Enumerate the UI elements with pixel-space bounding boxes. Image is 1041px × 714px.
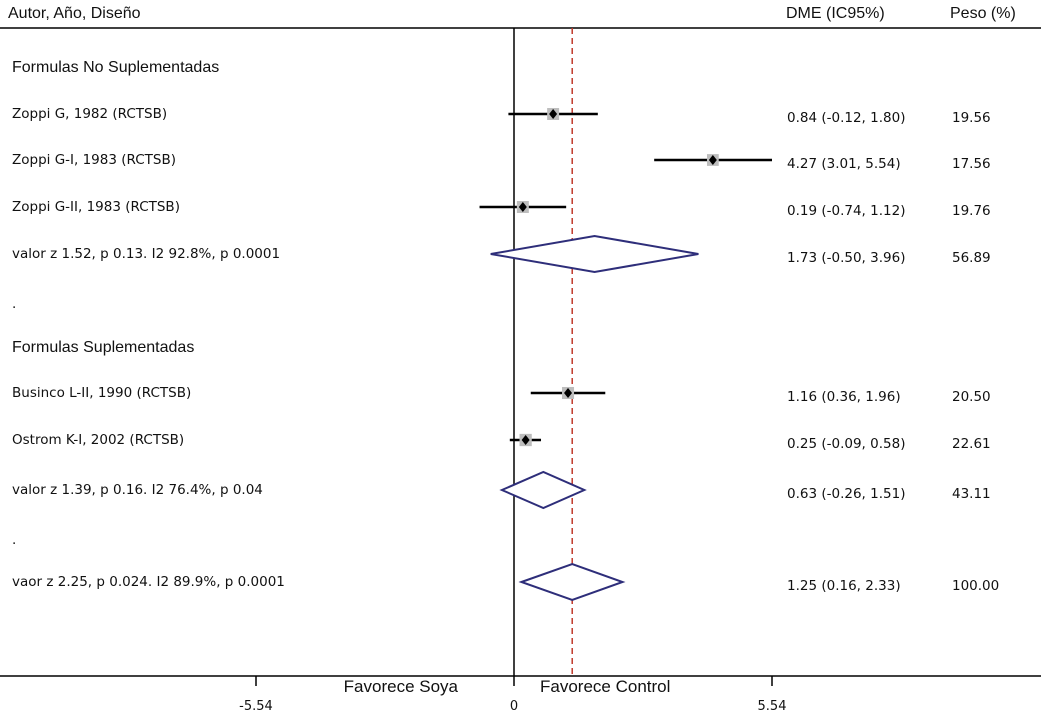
- study-label: Zoppi G-I, 1983 (RCTSB): [12, 152, 176, 168]
- study-label: Zoppi G, 1982 (RCTSB): [12, 106, 167, 122]
- spacer-dot: .: [12, 296, 16, 312]
- weight-text: 17.56: [952, 156, 991, 172]
- weight-text: 56.89: [952, 250, 991, 266]
- study-label: Zoppi G-II, 1983 (RCTSB): [12, 199, 180, 215]
- summary-label: valor z 1.39, p 0.16. I2 76.4%, p 0.04: [12, 482, 263, 498]
- row-study: Businco L-II, 1990 (RCTSB) 1.16 (0.36, 1.…: [12, 385, 991, 405]
- point-estimate: [564, 388, 573, 398]
- row-study: Zoppi G, 1982 (RCTSB) 0.84 (-0.12, 1.80) 1…: [12, 106, 991, 126]
- effect-ci-text: 0.19 (-0.74, 1.12): [787, 203, 905, 219]
- row-group: Formulas No Suplementadas: [12, 59, 219, 76]
- effect-ci-text: 1.73 (-0.50, 3.96): [787, 250, 905, 266]
- weight-text: 22.61: [952, 436, 991, 452]
- effect-ci-text: 1.16 (0.36, 1.96): [787, 389, 901, 405]
- weight-text: 19.76: [952, 203, 991, 219]
- header-weight: Peso (%): [950, 5, 1016, 22]
- row-study: Ostrom K-I, 2002 (RCTSB) 0.25 (-0.09, 0.5…: [12, 432, 991, 452]
- group-label: Formulas No Suplementadas: [12, 59, 219, 76]
- effect-ci-text: 0.25 (-0.09, 0.58): [787, 436, 905, 452]
- favors-left-label: Favorece Soya: [344, 677, 459, 696]
- point-estimate: [521, 435, 530, 445]
- summary-label: vaor z 2.25, p 0.024. I2 89.9%, p 0.0001: [12, 574, 285, 590]
- tick-label: 0: [510, 699, 518, 714]
- point-estimate: [708, 155, 717, 165]
- group-label: Formulas Suplementadas: [12, 339, 194, 356]
- weight-text: 19.56: [952, 110, 991, 126]
- row-subtotal: valor z 1.52, p 0.13. I2 92.8%, p 0.0001…: [12, 234, 991, 274]
- effect-ci-text: 0.63 (-0.26, 1.51): [787, 486, 905, 502]
- effect-ci-text: 1.25 (0.16, 2.33): [787, 578, 901, 594]
- tick-label: 5.54: [758, 699, 787, 714]
- favors-right-label: Favorece Control: [540, 677, 670, 696]
- row-spacer: .: [12, 532, 16, 548]
- row-overall: vaor z 2.25, p 0.024. I2 89.9%, p 0.0001…: [12, 562, 999, 602]
- weight-text: 20.50: [952, 389, 991, 405]
- x-axis: -5.54 0 5.54 Favorece Soya Favorece Control: [0, 675, 1041, 714]
- weight-text: 43.11: [952, 486, 991, 502]
- subtotal-diamond: [490, 234, 699, 274]
- header-study: Autor, Año, Diseño: [8, 5, 141, 22]
- row-subtotal: valor z 1.39, p 0.16. I2 76.4%, p 0.04 0.…: [12, 470, 991, 510]
- effect-ci-text: 0.84 (-0.12, 1.80): [787, 110, 905, 126]
- column-headers: Autor, Año, Diseño DME (IC95%) Peso (%): [8, 5, 1016, 22]
- point-estimate: [518, 202, 527, 212]
- study-label: Businco L-II, 1990 (RCTSB): [12, 385, 191, 401]
- summary-label: valor z 1.52, p 0.13. I2 92.8%, p 0.0001: [12, 246, 280, 262]
- spacer-dot: .: [12, 532, 16, 548]
- forest-rows: Formulas No Suplementadas Zoppi G, 1982 (…: [12, 59, 999, 602]
- tick-label: -5.54: [239, 699, 273, 714]
- weight-text: 100.00: [952, 578, 999, 594]
- row-study: Zoppi G-I, 1983 (RCTSB) 4.27 (3.01, 5.54)…: [12, 152, 991, 172]
- row-spacer: .: [12, 296, 16, 312]
- header-effect: DME (IC95%): [786, 5, 885, 22]
- point-estimate: [549, 109, 558, 119]
- study-label: Ostrom K-I, 2002 (RCTSB): [12, 432, 184, 448]
- row-group: Formulas Suplementadas: [12, 339, 194, 356]
- subtotal-diamond: [499, 470, 587, 510]
- overall-diamond: [518, 562, 626, 602]
- row-study: Zoppi G-II, 1983 (RCTSB) 0.19 (-0.74, 1.1…: [12, 199, 991, 219]
- effect-ci-text: 4.27 (3.01, 5.54): [787, 156, 901, 172]
